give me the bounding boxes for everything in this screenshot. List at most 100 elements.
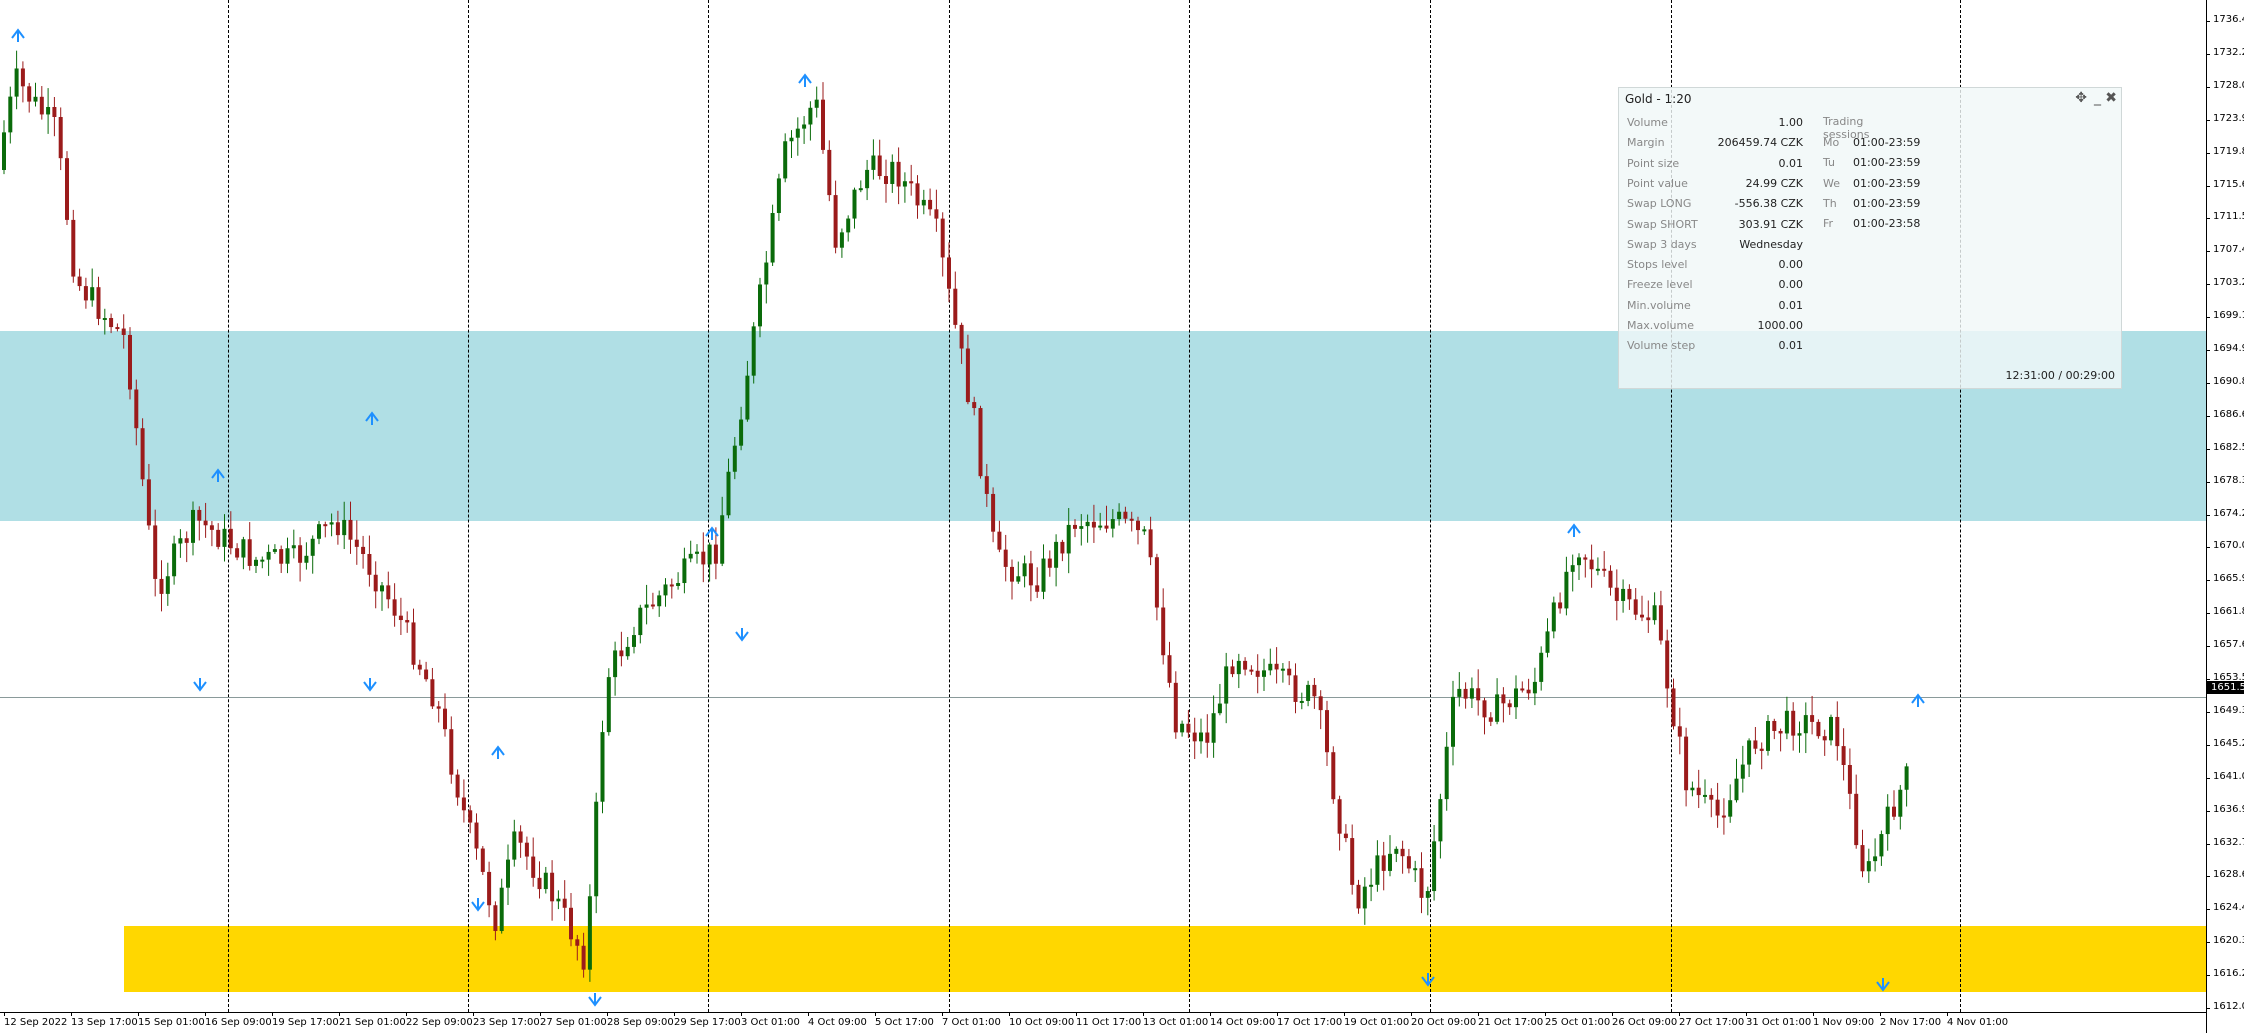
panel-title: Gold - 1:20 [1625,92,1692,106]
candle-body [1671,688,1676,727]
time-tick: 17 Oct 17:00 [1277,1012,1343,1028]
candle-body [1117,511,1122,520]
spec-value: -556.38 CZK [1734,197,1803,211]
candle-body [329,522,334,525]
candle-body [1577,557,1581,566]
candle-body [1740,764,1745,779]
candle-body [449,729,454,775]
candle-body [1816,721,1821,737]
price-tick: 1678.30 [2205,475,2244,486]
fractal-up-arrow [11,28,25,42]
candle-body [8,96,13,133]
candle-body [1217,703,1222,714]
candle-body [65,158,69,220]
candle-body [821,99,825,150]
candle-body [1652,605,1657,621]
fractal-up-arrow [705,526,719,540]
candle-body [1375,855,1380,885]
current-price-label: 1651.59 [2207,680,2244,694]
price-scale[interactable]: 1736.40 1732.20 1728.00 1723.90 1719.80 1715.… [2205,0,2244,1033]
period-separator [1430,0,1431,1012]
fractal-up-arrow [211,468,225,482]
fractal-up-arrow [1911,693,1925,707]
price-tick: 1699.10 [2205,310,2244,321]
candle-body [1658,605,1663,641]
time-tick: 28 Sep 09:00 [607,1012,674,1028]
candle-body [1098,525,1103,528]
candle-body [184,538,189,543]
candle-body [1791,710,1796,736]
time-tick: 25 Oct 01:00 [1545,1012,1611,1028]
session-day: Th [1823,196,1837,210]
candle-body [2,132,6,170]
minimize-button[interactable]: _ [2094,90,2101,106]
fractal-down-arrow [363,678,377,692]
candle-body [1438,799,1443,842]
candle-body [1136,520,1140,531]
candle-body [411,622,416,665]
candle-body [1457,688,1462,697]
candle-body [965,348,970,403]
candle-body [606,677,611,733]
candle-body [121,328,126,335]
time-tick: 11 Oct 17:00 [1076,1012,1142,1028]
price-tick: 1690.80 [2205,376,2244,387]
candle-body [1003,549,1008,567]
candle-body [1142,529,1147,532]
candle-body [663,584,668,596]
candle-body [713,544,718,564]
candle-body [839,232,844,248]
candle-body [27,86,32,102]
spec-value: Wednesday [1739,237,1803,251]
price-tick: 1661.80 [2205,606,2244,617]
candle-body [1129,518,1134,521]
time-tick: 22 Sep 09:00 [406,1012,473,1028]
candle-body [380,585,384,592]
time-scale[interactable]: 12 Sep 2022 13 Sep 17:00 15 Sep 01:00 16 Se… [0,1012,2206,1034]
time-tick: 2 Nov 17:00 [1880,1012,1942,1028]
candle-body [1444,746,1449,800]
session-day: Fr [1823,217,1834,231]
candle-body [984,476,989,494]
candle-body [613,650,618,678]
candle-body [14,68,19,97]
candle-body [71,219,76,277]
candle-body [928,199,933,210]
candle-body [1854,793,1859,846]
candle-body [543,872,548,890]
candle-body [695,551,699,554]
candle-body [1532,681,1537,694]
candle-body [191,509,195,543]
session-time: 01:00-23:59 [1853,176,1921,190]
price-tick: 1657.60 [2205,639,2244,650]
price-chart[interactable]: Gold - 1:20 ✥ _ ✖ Volume 1.00 Margin 206459… [0,0,2206,1012]
candle-body [1892,806,1896,817]
candle-body [1287,668,1292,676]
spec-value: 0.00 [1778,278,1804,292]
candle-body [751,326,756,376]
candle-body [291,545,296,549]
time-tick: 26 Oct 09:00 [1612,1012,1678,1028]
spec-label: Point value [1627,176,1688,190]
candle-body [373,574,378,592]
symbol-spec-panel[interactable]: Gold - 1:20 ✥ _ ✖ Volume 1.00 Margin 206459… [1618,87,2122,389]
time-tick: 7 Oct 01:00 [942,1012,1001,1028]
move-icon[interactable]: ✥ [2075,90,2087,106]
candle-body [846,218,851,233]
candle-body [342,519,347,536]
candle-body [178,538,183,544]
candle-body [52,107,57,117]
candle-body [1186,723,1191,733]
candle-body [468,810,473,823]
close-button[interactable]: ✖ [2105,90,2117,106]
candle-body [367,554,372,575]
period-separator [708,0,709,1012]
candle-body [335,522,340,536]
candle-body [884,176,888,184]
candle-body [720,515,725,564]
candle-body [1614,587,1619,601]
time-readout: 12:31:00 / 00:29:00 [2005,369,2115,382]
candle-body [758,284,762,327]
candle-body [776,178,781,214]
candle-body [1898,789,1903,817]
